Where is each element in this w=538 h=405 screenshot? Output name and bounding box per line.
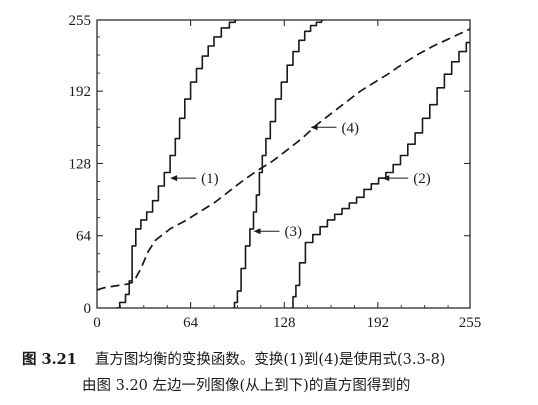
- series-line-1: [116, 20, 238, 308]
- series-line-2: [291, 41, 470, 308]
- annotation-arrowhead-1: [170, 175, 178, 182]
- annotation-arrowhead-2: [382, 175, 390, 182]
- annotation-label-3: (3): [285, 224, 303, 240]
- figure-number: 图 3.21: [22, 351, 77, 368]
- annotation-arrowhead-3: [253, 228, 261, 235]
- series-line-3: [233, 20, 324, 308]
- figure-caption-line-1: 图 3.21 直方图均衡的变换函数。变换(1)到(4)是使用式(3.3-8): [22, 348, 445, 369]
- plot-area: 0 64 128 192 255 0 64 128 192 255 (1) (2) (3) (4): [69, 13, 482, 331]
- x-tick-label-0: 0: [93, 315, 101, 331]
- x-tick-label-2: 128: [273, 315, 296, 331]
- y-tick-label-3: 192: [69, 84, 92, 100]
- plot-frame: [96, 19, 471, 309]
- annotation-label-2: (2): [413, 171, 431, 187]
- y-tick-label-2: 128: [69, 156, 92, 172]
- annotation-arrowhead-4: [310, 124, 318, 131]
- annotation-label-4: (4): [342, 120, 360, 136]
- series-line-4: [97, 28, 470, 291]
- x-tick-label-4: 255: [459, 315, 482, 331]
- caption-text-2: 由图 3.20 左边一列图像(从上到下)的直方图得到的: [82, 378, 411, 394]
- annotation-label-1: (1): [201, 171, 219, 187]
- caption-text-1: 直方图均衡的变换函数。变换(1)到(4)是使用式(3.3-8): [94, 352, 446, 368]
- x-tick-label-3: 192: [367, 315, 390, 331]
- x-tick-label-1: 64: [183, 315, 199, 331]
- y-tick-label-1: 64: [76, 229, 92, 245]
- y-tick-label-0: 0: [84, 301, 92, 317]
- histogram-equalization-chart: 0 64 128 192 255 0 64 128 192 255 (1) (2) (3) (4): [69, 13, 482, 331]
- figure-caption-line-2: 由图 3.20 左边一列图像(从上到下)的直方图得到的: [82, 374, 410, 395]
- y-tick-label-4: 255: [69, 13, 92, 29]
